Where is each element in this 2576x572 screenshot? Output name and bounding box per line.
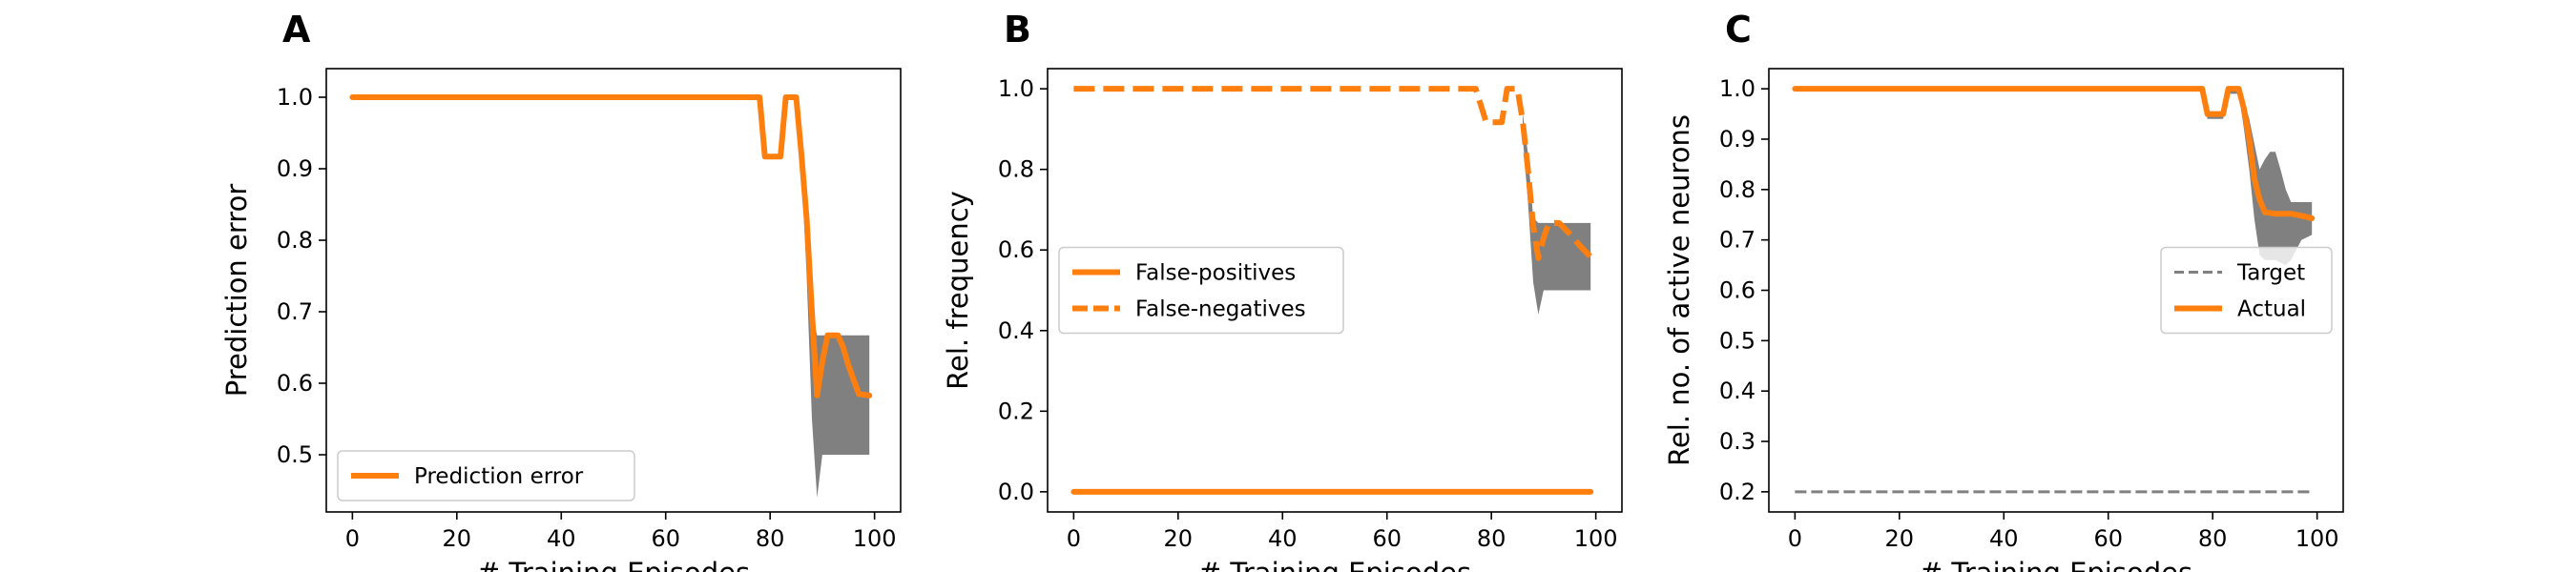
error-band-c-0 <box>2202 89 2313 266</box>
y-tick-label-b-0: 0.0 <box>998 479 1034 505</box>
y-tick-label-c-2: 0.4 <box>1719 378 1755 404</box>
y-tick-label-a-3: 0.8 <box>277 227 313 254</box>
y-tick-label-c-1: 0.3 <box>1719 428 1755 455</box>
series-line-a-0 <box>349 94 873 398</box>
y-tick-label-c-8: 1.0 <box>1719 75 1755 102</box>
y-axis-label-c: Rel. no. of active neurons <box>1663 114 1695 466</box>
y-axis-label-b: Rel. frequency <box>942 191 974 390</box>
panel-a: A 0 20 40 60 80 100 0.5 0.6 0.7 0.8 0.9 1.0 # Trainin… <box>220 9 902 572</box>
x-tick-label-a-5: 100 <box>853 525 897 552</box>
error-band-a-0 <box>801 133 870 498</box>
legend-a: Prediction error <box>337 450 635 501</box>
panel-letter-c: C <box>1725 9 1752 51</box>
x-tick-label-b-1: 20 <box>1164 525 1194 552</box>
x-tick-label-c-0: 0 <box>1788 525 1802 552</box>
x-tick-label-a-4: 80 <box>756 525 785 552</box>
panel-b: B 0 20 40 60 80 100 0.0 0.2 0.4 0.6 0.8 1.0 # Trainin… <box>942 9 1623 572</box>
x-tick-label-b-5: 100 <box>1574 525 1618 552</box>
legend-label-b-0: False-positives <box>1135 261 1296 286</box>
x-tick-label-a-0: 0 <box>345 525 360 552</box>
x-tick-label-a-3: 60 <box>651 525 680 552</box>
panel-letter-a: A <box>282 9 311 51</box>
y-axis-label-a: Prediction error <box>220 184 253 398</box>
legend-box-a <box>337 450 635 501</box>
y-tick-label-c-4: 0.6 <box>1719 277 1755 304</box>
legend-c: Target Actual <box>2160 246 2333 335</box>
legend-b: False-positives False-negatives <box>1058 246 1344 335</box>
series-line-c-1 <box>1792 86 2316 221</box>
error-band-b-0 <box>1523 112 1591 315</box>
y-tick-label-b-4: 0.8 <box>998 156 1034 183</box>
legend-box-c <box>2160 246 2333 335</box>
y-tick-label-a-5: 1.0 <box>277 84 313 111</box>
x-tick-label-b-0: 0 <box>1067 525 1081 552</box>
panel-letter-b: B <box>1004 9 1031 51</box>
legend-label-a-0: Prediction error <box>414 464 584 489</box>
y-tick-label-b-1: 0.2 <box>998 398 1034 424</box>
y-tick-label-b-5: 1.0 <box>998 75 1034 102</box>
x-axis-label-b: # Training Episodes <box>1198 557 1471 572</box>
x-axis-label-c: # Training Episodes <box>1920 557 2192 572</box>
plot-frame-a <box>325 68 902 513</box>
x-tick-label-b-4: 80 <box>1477 525 1506 552</box>
legend-label-c-1: Actual <box>2237 297 2306 322</box>
y-tick-label-a-1: 0.6 <box>277 370 313 397</box>
y-tick-label-c-0: 0.2 <box>1719 479 1755 505</box>
y-tick-label-c-7: 0.9 <box>1719 126 1755 153</box>
legend-box-b <box>1058 246 1344 335</box>
panel-c: C 0 20 40 60 80 100 0.2 0.3 0.4 0.5 0.6 0.7 0.8 0.9 1.0… <box>1663 9 2344 572</box>
y-tick-label-a-0: 0.5 <box>277 441 313 468</box>
y-tick-label-b-3: 0.6 <box>998 236 1034 263</box>
x-tick-label-c-2: 40 <box>1989 525 2019 552</box>
y-tick-label-b-2: 0.4 <box>998 317 1034 344</box>
series-line-b-1 <box>1073 86 1593 261</box>
y-tick-label-a-4: 0.9 <box>277 155 313 182</box>
x-tick-label-c-4: 80 <box>2198 525 2228 552</box>
legend-label-c-0: Target <box>2236 261 2305 286</box>
x-tick-label-c-3: 60 <box>2093 525 2123 552</box>
y-tick-label-a-2: 0.7 <box>277 298 313 325</box>
y-tick-label-c-6: 0.8 <box>1719 176 1755 203</box>
x-tick-label-b-3: 60 <box>1372 525 1402 552</box>
y-tick-label-c-3: 0.5 <box>1719 327 1755 354</box>
x-tick-label-b-2: 40 <box>1268 525 1298 552</box>
legend-label-b-1: False-negatives <box>1135 297 1306 322</box>
y-tick-label-c-5: 0.7 <box>1719 227 1755 254</box>
x-axis-label-a: # Training Episodes <box>477 557 750 572</box>
x-tick-label-a-1: 20 <box>443 525 472 552</box>
x-tick-label-c-5: 100 <box>2296 525 2339 552</box>
x-tick-label-c-1: 20 <box>1885 525 1915 552</box>
x-tick-label-a-2: 40 <box>547 525 576 552</box>
plot-frame-b <box>1047 68 1623 513</box>
